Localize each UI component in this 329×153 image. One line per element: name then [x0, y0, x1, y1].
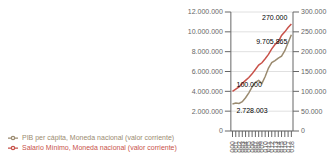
html-text:PIB per cápita, Moneda naciona: PIB per cápita, Moneda nacional (valor c…	[22, 133, 175, 141]
svg-text:9.705.865: 9.705.865	[256, 38, 287, 45]
html-text:Salario Mínimo, Moneda naciona: Salario Mínimo, Moneda nacional (valor c…	[22, 143, 177, 151]
svg-text:100.000: 100.000	[301, 88, 321, 95]
svg-text:8.000.000: 8.000.000	[192, 48, 223, 55]
svg-text:0: 0	[301, 127, 305, 134]
svg-text:50.000: 50.000	[301, 108, 321, 115]
svg-text:200.000: 200.000	[301, 48, 321, 55]
svg-text:2018: 2018	[288, 141, 295, 153]
svg-text:100.000: 100.000	[236, 81, 261, 88]
svg-text:0: 0	[219, 127, 223, 134]
svg-text:270.000: 270.000	[262, 14, 287, 21]
svg-text:2.728.003: 2.728.003	[236, 107, 267, 114]
svg-text:4.000.000: 4.000.000	[192, 88, 223, 95]
svg-text:12.000.000: 12.000.000	[188, 8, 223, 15]
svg-text:6.000.000: 6.000.000	[192, 68, 223, 75]
svg-text:10.000.000: 10.000.000	[188, 28, 223, 35]
svg-text:250.000: 250.000	[301, 28, 321, 35]
svg-text:150.000: 150.000	[301, 68, 321, 75]
svg-text:300.000: 300.000	[301, 8, 321, 15]
svg-text:2.000.000: 2.000.000	[192, 108, 223, 115]
